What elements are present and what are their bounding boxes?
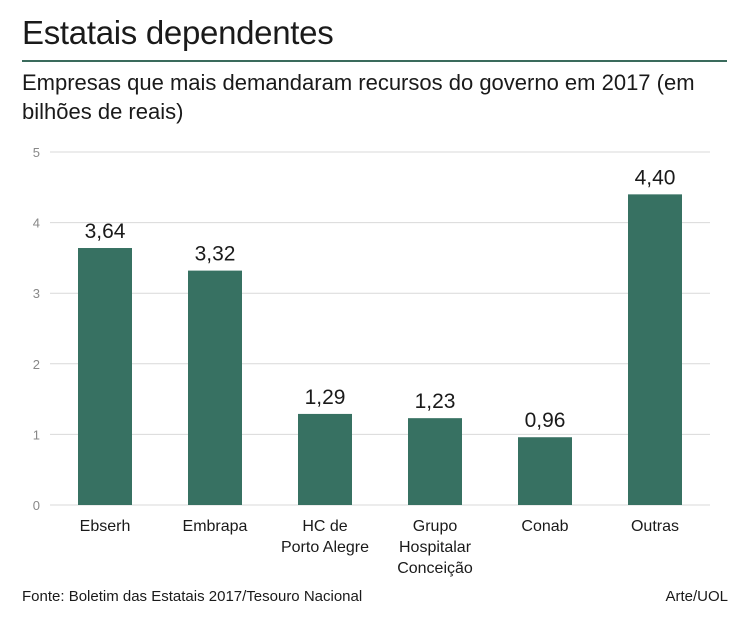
bar: [298, 413, 352, 505]
x-tick-label-line: Embrapa: [183, 518, 248, 535]
bar: [188, 270, 242, 505]
x-tick-label-line: Hospitalar: [399, 539, 472, 556]
x-tick-label: Embrapa: [183, 518, 248, 535]
data-label: 3,64: [85, 220, 126, 243]
x-tick-label: Ebserh: [80, 518, 131, 535]
data-label: 1,23: [415, 390, 456, 413]
source-note: Fonte: Boletim das Estatais 2017/Tesouro…: [22, 588, 363, 605]
data-label: 4,40: [635, 166, 676, 189]
data-label: 0,96: [525, 409, 566, 432]
x-tick-label: HC de Porto Alegre: [281, 518, 369, 556]
y-tick-label: 0: [33, 498, 40, 513]
x-tick-label: Conab: [521, 518, 568, 535]
bar: [408, 418, 462, 505]
y-tick-label: 5: [33, 145, 40, 160]
x-tick-label: Grupo Hospitalar Conceição: [397, 518, 473, 577]
title-divider: [22, 60, 727, 62]
chart-subtitle: Empresas que mais demandaram recursos do…: [22, 70, 695, 124]
chart-title: Estatais dependentes: [22, 14, 334, 51]
x-tick-label-line: HC de: [302, 518, 347, 535]
x-tick-label-line: Grupo: [413, 518, 458, 535]
x-tick-label-line: Porto Alegre: [281, 539, 369, 556]
x-tick-label-line: Outras: [631, 518, 679, 535]
bar: [78, 248, 132, 506]
x-tick-label-line: Conab: [521, 518, 568, 535]
y-tick-label: 2: [33, 357, 40, 372]
x-tick-label-line: Ebserh: [80, 518, 131, 535]
y-tick-label: 4: [33, 216, 40, 231]
credit-note: Arte/UOL: [665, 588, 728, 605]
bar: [628, 194, 682, 506]
y-tick-label: 1: [33, 427, 40, 442]
data-label: 1,29: [305, 386, 346, 409]
x-tick-label: Outras: [631, 518, 679, 535]
bar: [518, 437, 572, 505]
y-tick-label: 3: [33, 286, 40, 301]
data-label: 3,32: [195, 243, 236, 266]
x-tick-label-line: Conceição: [397, 560, 473, 577]
